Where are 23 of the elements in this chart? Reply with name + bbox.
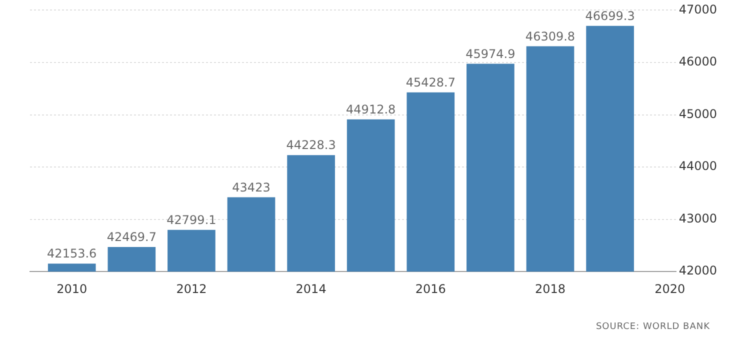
data-label: 46309.8 <box>525 29 576 44</box>
y-tick-label: 44000 <box>678 159 718 174</box>
x-tick-label: 2010 <box>56 282 88 296</box>
data-label: 43423 <box>232 180 270 194</box>
x-tick-label: 2016 <box>415 282 446 296</box>
y-tick-label: 43000 <box>678 211 718 226</box>
data-label: 45974.9 <box>466 46 516 61</box>
data-label: 46699.3 <box>585 9 635 24</box>
data-label: 45428.7 <box>406 75 456 90</box>
y-tick-label: 45000 <box>678 106 718 121</box>
source-note: SOURCE: WORLD BANK <box>596 322 710 332</box>
y-tick-label: 47000 <box>678 2 718 16</box>
y-tick-label: 42000 <box>678 264 718 278</box>
data-label: 42469.7 <box>106 230 156 244</box>
data-label: 42153.6 <box>47 246 97 261</box>
data-label: 44912.8 <box>346 102 396 116</box>
x-tick-label: 2012 <box>176 282 207 296</box>
x-tick-label: 2014 <box>296 282 326 296</box>
data-label: 44228.3 <box>286 138 336 152</box>
x-tick-label: 2018 <box>534 282 566 296</box>
x-tick-label: 2020 <box>654 282 686 296</box>
y-tick-label: 46000 <box>678 54 718 69</box>
data-label: 42799.1 <box>166 212 216 227</box>
